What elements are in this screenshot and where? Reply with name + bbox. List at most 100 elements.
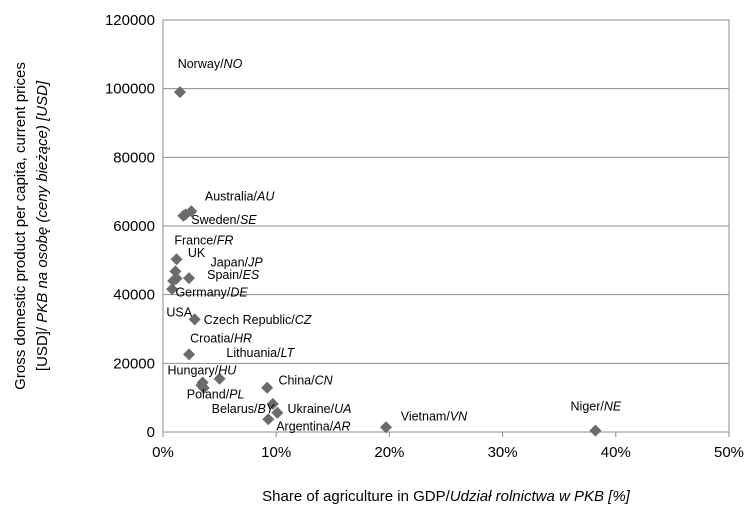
data-points [166,86,602,437]
point-label-code: SE [240,213,257,227]
x-tick-label: 10% [261,444,291,461]
point-label-code: LT [281,346,296,360]
y-tick-label: 120000 [105,12,155,29]
point-label-name: Norway/ [178,57,224,71]
y-axis-title-line1: Gross domestic product per capita, curre… [12,62,29,390]
point-label: Japan/JP [211,256,264,270]
data-point-marker [188,313,201,326]
data-point-marker [183,272,196,285]
point-label-code: AU [256,189,275,203]
data-point-marker [170,253,183,266]
point-label-code: CZ [295,313,312,327]
point-label: UK [188,246,206,260]
x-tick-label: 50% [714,444,744,461]
data-point-marker [197,382,210,395]
x-axis-title-text: Share of agriculture in GDP/ [262,488,450,505]
data-point-marker [266,397,279,410]
point-label-name: Poland/ [187,387,230,401]
data-point-marker [262,413,275,426]
data-point-marker [213,372,226,385]
point-label: Australia/AU [205,189,275,203]
point-label: Croatia/HR [190,331,252,345]
point-label-name: Japan/ [211,256,249,270]
x-axis-title: Share of agriculture in GDP/Udział rolni… [262,488,630,505]
point-label-name: Spain/ [207,268,243,282]
point-label-name: Niger/ [571,400,605,414]
point-label: Germany/DE [175,285,248,299]
point-label: Hungary/HU [168,363,238,377]
x-axis-tick-labels: 0% 10% 20% 30% 40% 50% [152,432,744,461]
point-label: Niger/NE [571,400,622,414]
y-tick-label: 60000 [113,218,155,235]
data-point-marker [167,274,180,287]
point-label-name: UK [188,246,206,260]
point-label-code: NO [224,57,243,71]
point-label-code: FR [217,234,234,248]
x-axis-title-italic: Udział rolnictwa w PKB [%] [450,488,631,505]
point-label-code: NE [604,400,622,414]
y-tick-label: 20000 [113,355,155,372]
data-point-marker [177,209,190,222]
y-axis-title: Gross domestic product per capita, curre… [12,62,51,390]
point-label-code: CN [315,373,334,387]
point-label-name: Australia/ [205,189,258,203]
y-axis-title-line2-text: [USD]/ [34,323,51,371]
point-label-name: Sweden/ [191,213,240,227]
point-label-name: Germany/ [175,285,230,299]
point-label-name: Hungary/ [168,363,219,377]
point-label-code: AR [332,419,350,433]
point-label: Norway/NO [178,57,243,71]
y-axis-title-line2: [USD]/ PKB na osobę (ceny bieżące) [USD] [34,80,51,371]
point-label-name: Croatia/ [190,331,234,345]
data-point-marker [261,381,274,394]
point-label-code: HR [234,331,252,345]
plot-area-border [162,19,730,433]
y-tick-label: 0 [147,424,155,441]
x-tick-label: 40% [601,444,631,461]
point-label: China/CN [278,373,333,387]
point-label: Sweden/SE [191,213,257,227]
data-point-marker [271,406,284,419]
point-label-name: China/ [278,373,315,387]
point-label-code: UA [334,402,351,416]
point-label-name: Czech Republic/ [204,313,296,327]
point-label-name: Belarus/ [212,402,258,416]
data-point-marker [169,265,182,278]
point-label: Argentina/AR [276,419,350,433]
y-tick-label: 80000 [113,149,155,166]
point-label-code: BY [258,402,276,416]
point-label-code: HU [218,363,237,377]
point-label: France/FR [174,234,233,248]
point-label: Belarus/BY [212,402,276,416]
point-label-code: PL [229,387,244,401]
point-label-name: USA [166,306,192,320]
point-label-name: France/ [174,234,217,248]
point-label: Poland/PL [187,387,245,401]
y-axis-title-line2-italic: PKB na osobę (ceny bieżące) [USD] [34,80,51,323]
point-labels: Norway/NOAustralia/AUSweden/SEFrance/FRU… [166,57,621,433]
data-point-marker [173,86,186,99]
point-label-name: Lithuania/ [226,346,281,360]
point-label: Spain/ES [207,268,260,282]
point-label: Vietnam/VN [401,410,468,424]
x-tick-label: 0% [152,444,174,461]
data-point-marker [380,421,393,434]
y-tick-label: 100000 [105,81,155,98]
point-label-code: DE [230,285,248,299]
data-point-marker [166,283,179,296]
x-tick-label: 30% [488,444,518,461]
point-label-code: VN [450,410,468,424]
x-tick-label: 20% [374,444,404,461]
point-label-code: ES [243,268,260,282]
y-axis-tick-labels: 0 20000 40000 60000 80000 100000 120000 [105,12,155,441]
point-label-name: Argentina/ [276,419,334,433]
point-label-name: Vietnam/ [401,410,451,424]
point-label: Lithuania/LT [226,346,295,360]
point-label-name: Ukraine/ [288,402,335,416]
point-label: Ukraine/UA [288,402,352,416]
point-label-code: JP [247,256,263,270]
point-label: USA [166,306,192,320]
y-tick-label: 40000 [113,287,155,304]
data-point-marker [183,348,196,361]
